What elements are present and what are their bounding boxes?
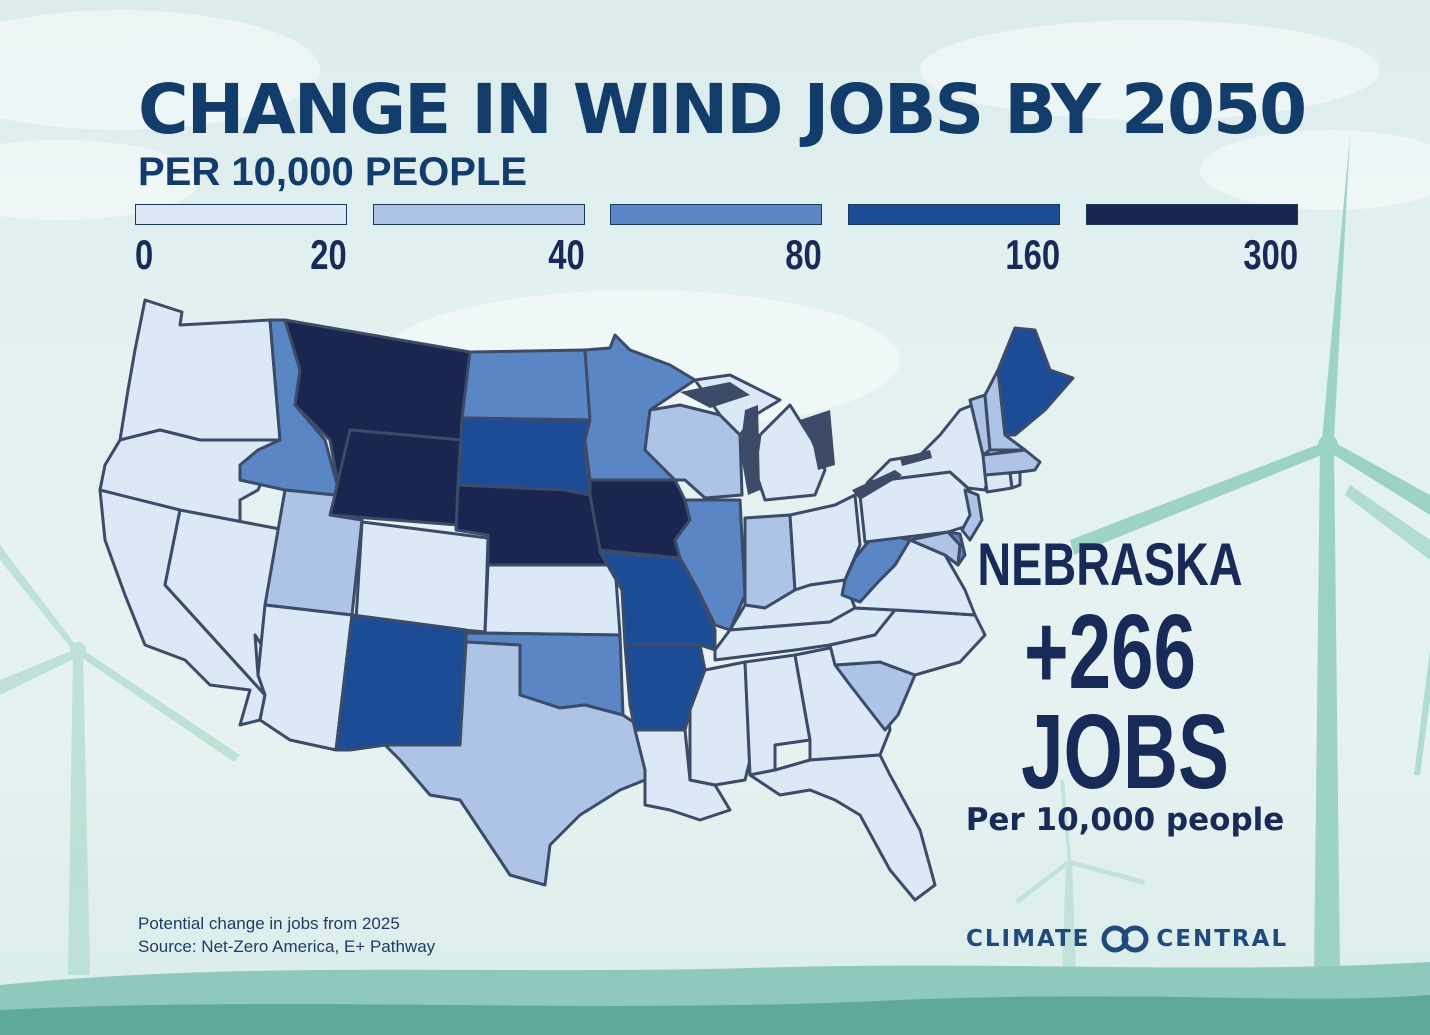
legend-swatch-5 <box>1086 204 1298 225</box>
callout-value: +266 <box>1024 593 1196 711</box>
wind-turbine-left <box>0 545 240 975</box>
legend-max-label: 40 <box>548 231 585 278</box>
state-DE[interactable] <box>946 530 967 567</box>
legend-max-label: 300 <box>1243 231 1298 278</box>
state-NJ[interactable] <box>960 488 984 542</box>
wind-turbine-small <box>1015 780 1145 975</box>
brand-word-left: CLIMATE <box>966 926 1091 952</box>
state-CO[interactable] <box>354 520 490 634</box>
page-title: CHANGE IN WIND JOBS BY 2050 <box>138 70 1307 150</box>
lake-michigan <box>740 405 760 495</box>
source-note: Source: Net-Zero America, E+ Pathway <box>138 937 436 956</box>
state-ME[interactable] <box>996 326 1075 437</box>
legend-swatch-3 <box>610 204 822 225</box>
legend-bin-4: 160 <box>848 204 1060 284</box>
legend-max-label: 80 <box>785 231 822 278</box>
us-choropleth-map <box>98 298 1075 902</box>
lake-huron <box>800 410 835 470</box>
page-subtitle: PER 10,000 PEOPLE <box>138 150 528 194</box>
legend-max-label: 20 <box>310 231 347 278</box>
state-KS[interactable] <box>483 563 622 637</box>
legend-min-label: 0 <box>135 231 154 278</box>
state-TX[interactable] <box>383 640 647 887</box>
legend-bin-5: 300 <box>1086 204 1298 284</box>
wind-turbine-right <box>1070 135 1430 975</box>
wind-turbine-right-edge <box>1345 485 1430 775</box>
legend-bin-3: 80 <box>610 204 822 284</box>
highlight-callout: NEBRASKA +266 JOBS Per 10,000 people <box>960 530 1320 838</box>
state-FL[interactable] <box>748 753 937 902</box>
state-ND[interactable] <box>460 348 592 422</box>
lake-ontario <box>900 450 932 466</box>
legend-max-label: 160 <box>1005 231 1060 278</box>
state-IA[interactable] <box>588 478 692 560</box>
legend-swatch-2 <box>373 204 585 225</box>
legend-swatch-1 <box>135 204 347 225</box>
state-WI[interactable] <box>643 403 744 500</box>
legend-bin-2: 40 <box>373 204 585 284</box>
state-WV[interactable] <box>840 533 912 604</box>
state-LA[interactable] <box>633 728 732 822</box>
brand-logo: CLIMATE CENTRAL <box>966 922 1288 956</box>
state-SD[interactable] <box>456 416 592 497</box>
hills <box>0 962 1430 1035</box>
state-NM[interactable] <box>334 613 468 752</box>
state-NH[interactable] <box>983 368 1027 452</box>
color-legend: 0 20 40 80 160 300 <box>135 204 1300 284</box>
state-AR[interactable] <box>623 643 707 732</box>
legend-bin-1: 0 20 <box>135 204 347 284</box>
state-IL[interactable] <box>673 498 747 632</box>
callout-state-name: NEBRASKA <box>977 531 1243 598</box>
footnote: Potential change in jobs from 2025 Sourc… <box>138 912 435 958</box>
brand-word-right: CENTRAL <box>1156 926 1289 952</box>
callout-unit: JOBS <box>1021 693 1229 811</box>
state-MA[interactable] <box>981 448 1042 477</box>
footnote-line-1: Potential change in jobs from 2025 <box>138 914 400 933</box>
callout-note: Per 10,000 people <box>965 802 1285 838</box>
state-WY[interactable] <box>328 428 464 527</box>
legend-swatch-4 <box>848 204 1060 225</box>
state-WA[interactable] <box>118 298 282 442</box>
lake-erie <box>852 470 902 500</box>
interlocked-rings-icon <box>1101 925 1149 953</box>
lake-superior <box>680 382 750 408</box>
state-RI[interactable] <box>1008 470 1022 490</box>
